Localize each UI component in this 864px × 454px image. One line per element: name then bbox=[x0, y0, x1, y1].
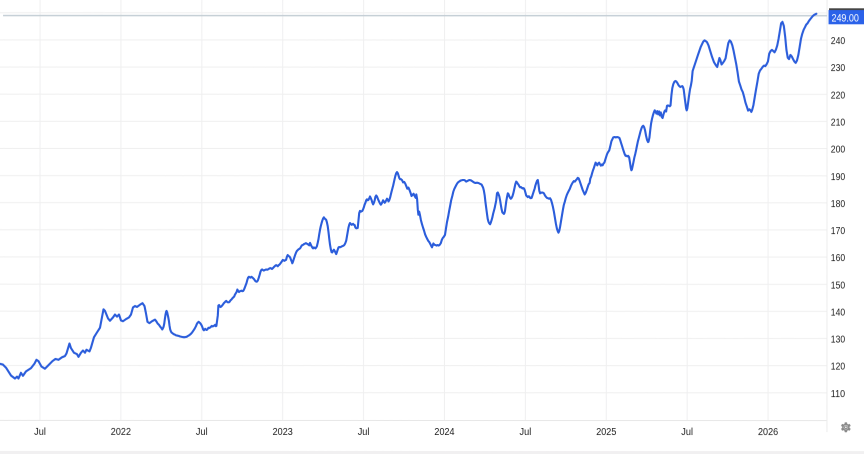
svg-text:Jul: Jul bbox=[34, 427, 46, 438]
svg-text:2025: 2025 bbox=[596, 427, 617, 438]
svg-text:2022: 2022 bbox=[111, 427, 132, 438]
svg-text:Jul: Jul bbox=[681, 427, 693, 438]
svg-text:240: 240 bbox=[831, 36, 846, 47]
svg-text:130: 130 bbox=[831, 335, 846, 346]
svg-text:190: 190 bbox=[831, 172, 846, 183]
svg-text:110: 110 bbox=[831, 389, 846, 400]
svg-text:150: 150 bbox=[831, 280, 846, 291]
svg-text:Jul: Jul bbox=[358, 427, 370, 438]
svg-text:160: 160 bbox=[831, 253, 846, 264]
svg-text:220: 220 bbox=[831, 90, 846, 101]
svg-text:2026: 2026 bbox=[758, 427, 779, 438]
svg-text:230: 230 bbox=[831, 63, 846, 74]
svg-text:Jul: Jul bbox=[196, 427, 208, 438]
svg-text:180: 180 bbox=[831, 199, 846, 210]
svg-text:120: 120 bbox=[831, 362, 846, 373]
svg-text:170: 170 bbox=[831, 226, 846, 237]
svg-text:249.00: 249.00 bbox=[832, 13, 859, 25]
svg-text:2024: 2024 bbox=[434, 427, 455, 438]
svg-text:Jul: Jul bbox=[519, 427, 531, 438]
svg-text:2023: 2023 bbox=[273, 427, 294, 438]
svg-text:210: 210 bbox=[831, 118, 846, 129]
svg-text:140: 140 bbox=[831, 307, 846, 318]
svg-text:200: 200 bbox=[831, 145, 846, 156]
